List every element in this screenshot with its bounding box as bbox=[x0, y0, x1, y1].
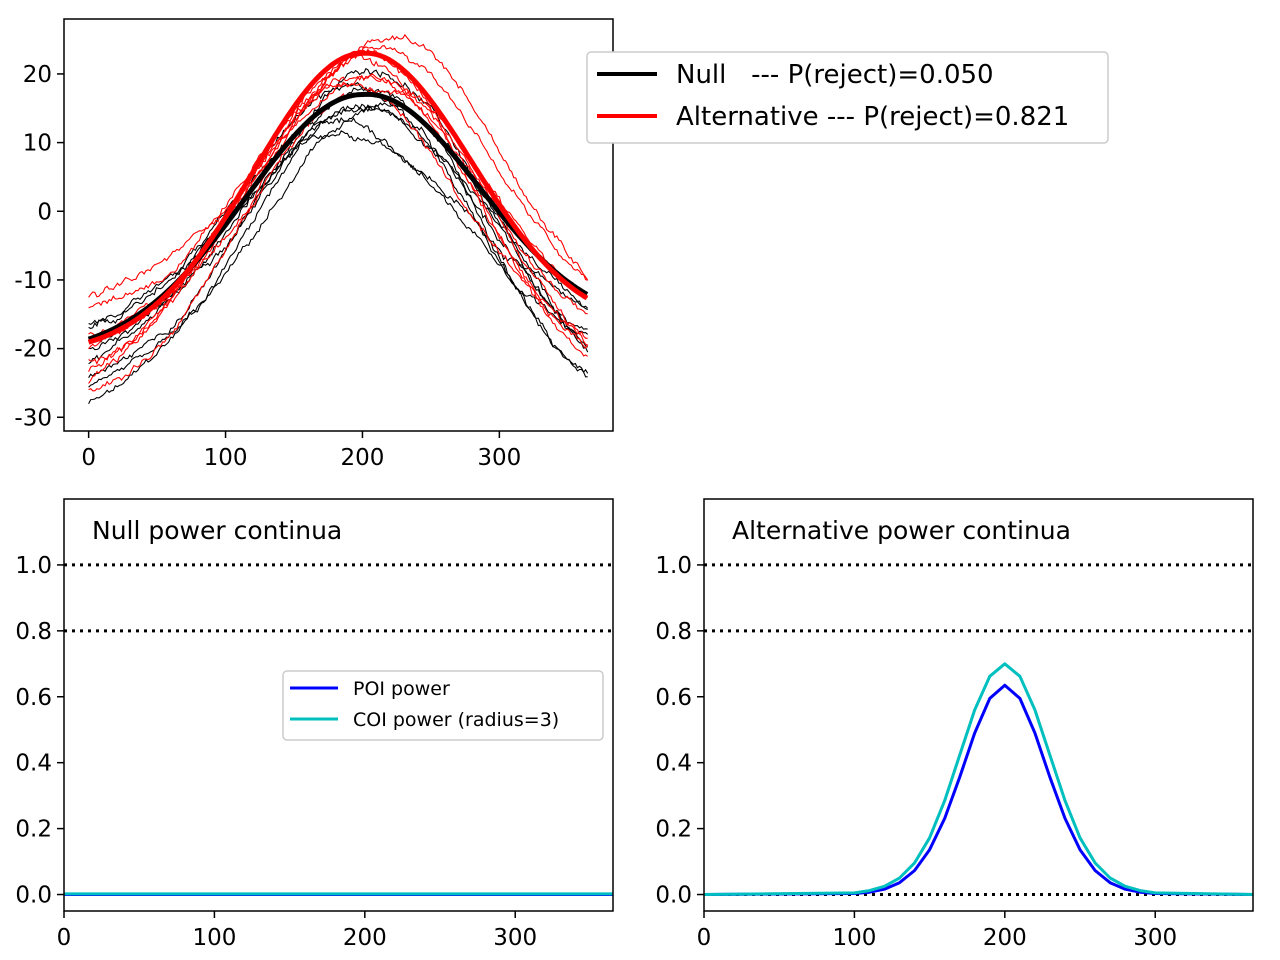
alternative-ticks: 0 100 200 300 0.0 0.2 0.4 0.6 0.8 1.0 bbox=[655, 553, 1177, 951]
alternative-power-series bbox=[704, 662, 1253, 896]
x-tick-label: 100 bbox=[204, 445, 248, 471]
alternative-sample-curve bbox=[88, 45, 588, 309]
x-tick-label: 100 bbox=[192, 925, 236, 951]
y-tick-label: 20 bbox=[23, 62, 52, 88]
null-power-series bbox=[64, 892, 613, 896]
null-power-panel: Null power continua 0 100 200 3000.00.20.40… bbox=[15, 498, 614, 951]
null-sample-curve bbox=[88, 116, 589, 335]
y-tick-label: 0.6 bbox=[655, 685, 692, 711]
null-axes-frame bbox=[63, 498, 614, 912]
x-tick-label: 300 bbox=[493, 925, 537, 951]
null-sample-curve bbox=[88, 102, 589, 388]
alternative-panel-title: Alternative power continua bbox=[732, 516, 1071, 545]
null-panel-title: Null power continua bbox=[92, 516, 342, 545]
poi-power-line bbox=[704, 683, 1253, 896]
y-tick-label: 0.4 bbox=[15, 751, 52, 777]
null-legend: POI power COI power (radius=3) bbox=[282, 670, 604, 741]
top-panel: 0 100 200 300 -30 -20 -10 0 10 20 bbox=[14, 18, 614, 471]
x-tick-label: 300 bbox=[1133, 925, 1177, 951]
alternative-power-panel: Alternative power continua 0 100 200 300 0.0… bbox=[655, 498, 1254, 951]
y-tick-label: 0.6 bbox=[15, 685, 52, 711]
y-tick-label: 1.0 bbox=[655, 553, 692, 579]
x-tick-label: 0 bbox=[697, 925, 712, 951]
y-tick-label: 0 bbox=[37, 199, 52, 225]
y-tick-label: 0.8 bbox=[655, 619, 692, 645]
mean-curve-alternative bbox=[87, 50, 589, 345]
null-ticks: 0 100 200 300 0.0 0.2 0.4 0.6 0.8 1.0 bbox=[15, 553, 537, 951]
x-tick-label: 300 bbox=[477, 445, 521, 471]
legend-label-alternative: Alternative --- P(reject)=0.821 bbox=[676, 102, 1069, 132]
y-tick-label: -30 bbox=[14, 405, 52, 431]
y-tick-label: 0.8 bbox=[15, 619, 52, 645]
x-tick-label: 100 bbox=[832, 925, 876, 951]
alternative-sample-curve bbox=[88, 83, 589, 372]
y-tick-label: 1.0 bbox=[15, 553, 52, 579]
x-tick-label: 0 bbox=[81, 445, 96, 471]
null-sample-curve bbox=[88, 105, 589, 374]
y-tick-label: 0.2 bbox=[655, 817, 692, 843]
top-legend-box bbox=[586, 51, 1109, 144]
null-legend-box bbox=[282, 670, 604, 741]
legend-label-null: Null --- P(reject)=0.050 bbox=[676, 60, 994, 90]
coi-power-line bbox=[704, 662, 1253, 896]
legend-label-coi: COI power (radius=3) bbox=[353, 709, 559, 731]
legend-label-poi: POI power bbox=[353, 678, 450, 700]
alternative-sample-curve bbox=[88, 33, 589, 298]
x-tick-label: 200 bbox=[341, 445, 385, 471]
y-tick-label: 0.0 bbox=[15, 883, 52, 909]
top-mean-curves bbox=[87, 50, 589, 345]
y-tick-label: 0.0 bbox=[655, 883, 692, 909]
top-legend: Null --- P(reject)=0.050 Alternative ---… bbox=[586, 51, 1109, 144]
alternative-axes-frame bbox=[703, 498, 1254, 912]
null-sample-curve bbox=[88, 130, 589, 326]
y-tick-label: 0.2 bbox=[15, 817, 52, 843]
top-axes-frame bbox=[63, 18, 614, 432]
y-tick-label: -20 bbox=[14, 337, 52, 363]
x-tick-label: 0 bbox=[57, 925, 72, 951]
x-tick-label: 200 bbox=[983, 925, 1027, 951]
y-tick-label: -10 bbox=[14, 268, 52, 294]
top-ticks: 0 100 200 300 -30 -20 -10 0 10 20 bbox=[14, 62, 521, 471]
null-reference-lines bbox=[64, 563, 613, 633]
y-tick-label: 10 bbox=[23, 131, 52, 157]
y-tick-label: 0.4 bbox=[655, 751, 692, 777]
x-tick-label: 200 bbox=[343, 925, 387, 951]
